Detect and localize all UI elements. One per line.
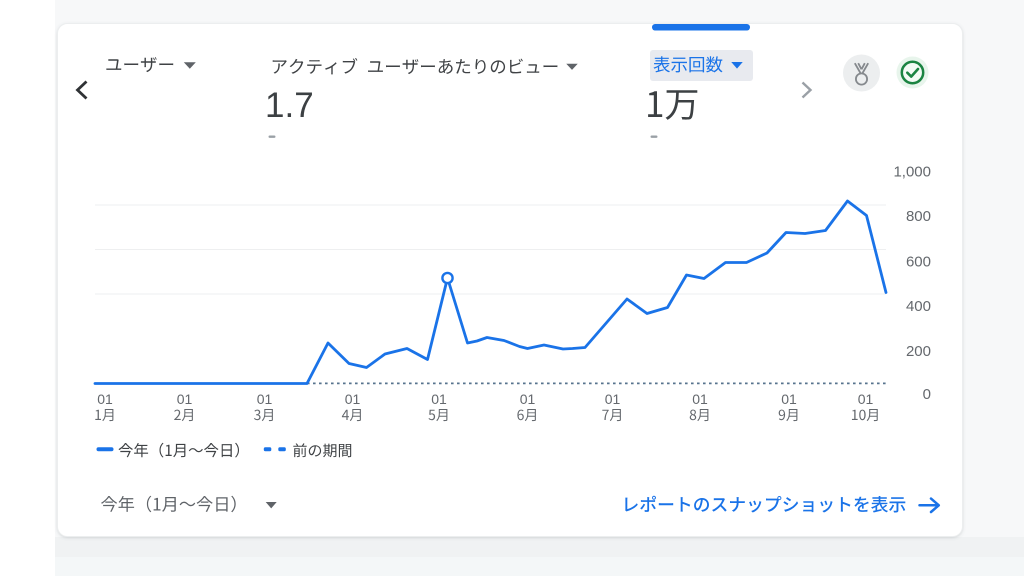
svg-text:0: 0 [923,386,931,403]
svg-text:01: 01 [520,391,536,407]
svg-text:400: 400 [906,298,931,315]
svg-text:600: 600 [906,253,931,270]
svg-text:01: 01 [345,391,361,407]
svg-text:01: 01 [431,391,447,407]
svg-text:1,000: 1,000 [893,163,931,180]
svg-text:01: 01 [781,391,797,407]
svg-text:01: 01 [605,391,621,407]
svg-text:1.7: 1.7 [265,86,314,125]
svg-text:01: 01 [858,391,874,407]
svg-text:01: 01 [177,391,193,407]
svg-text:01: 01 [257,391,273,407]
svg-text:01: 01 [692,391,708,407]
svg-text:800: 800 [906,208,931,225]
svg-text:200: 200 [906,343,931,360]
svg-text:01: 01 [97,391,113,407]
